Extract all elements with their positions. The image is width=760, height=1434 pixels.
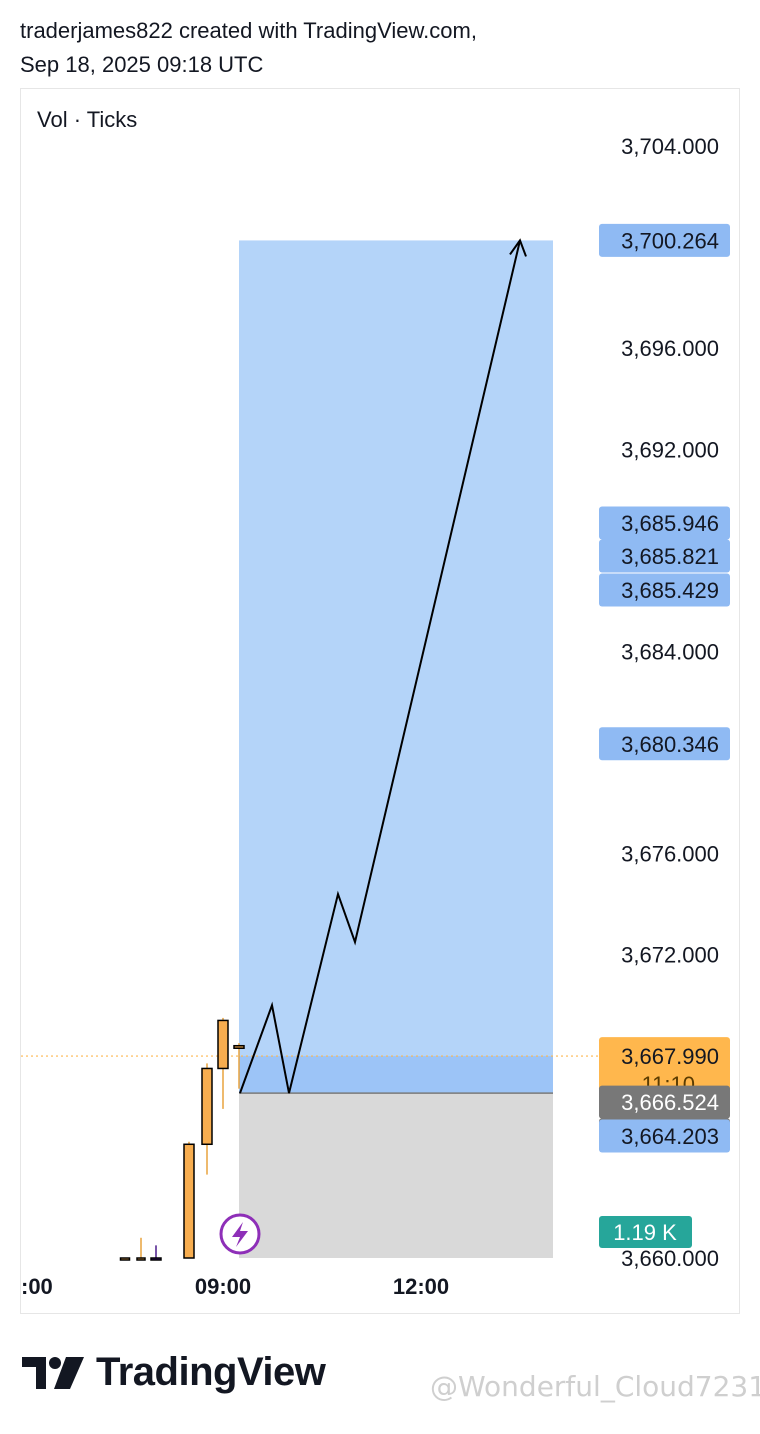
y-tick-label: 3,676.000 <box>621 842 719 867</box>
price-label <box>599 1119 730 1153</box>
watermark: @Wonderful_Cloud7231 <box>430 1370 760 1403</box>
chart-panel[interactable]: Vol · Ticks :00 09:00 12:00 3,704.000 3,696.0… <box>20 88 740 1314</box>
current-price-text: 3,667.990 <box>621 1044 719 1069</box>
tradingview-footer[interactable]: TradingView <box>22 1350 326 1395</box>
chart-legend: Vol · Ticks <box>37 107 137 132</box>
price-label <box>599 727 730 761</box>
projection-path <box>239 240 521 1094</box>
author-line: traderjames822 created with TradingView.… <box>20 18 477 43</box>
chart-header: traderjames822 created with TradingView.… <box>20 14 477 82</box>
price-label-text: 3,685.429 <box>621 578 719 603</box>
price-label <box>599 506 730 540</box>
candle-body <box>233 1044 245 1049</box>
lightning-bolt <box>232 1222 248 1247</box>
volume-label <box>599 1216 692 1248</box>
price-label <box>599 573 730 607</box>
x-tick-label: 09:00 <box>195 1274 251 1299</box>
y-tick-label: 3,672.000 <box>621 943 719 968</box>
price-label-text: 3,664.203 <box>621 1124 719 1149</box>
projection-arrowhead <box>509 238 527 257</box>
target-zone <box>239 240 553 1094</box>
price-label-text: 3,685.821 <box>621 544 719 569</box>
candle-body <box>136 1257 146 1261</box>
price-label <box>599 223 730 257</box>
candle-body <box>217 1019 229 1070</box>
y-tick-label: 3,704.000 <box>621 134 719 159</box>
price-label-text: 3,685.946 <box>621 511 719 536</box>
x-tick-label: 12:00 <box>393 1274 449 1299</box>
price-label <box>599 539 730 573</box>
price-label-text: 3,680.346 <box>621 732 719 757</box>
price-label <box>599 1085 730 1119</box>
candle-body <box>150 1257 162 1261</box>
y-tick-label: 3,692.000 <box>621 437 719 462</box>
tradingview-logo-icon <box>22 1356 84 1389</box>
y-tick-label: 3,660.000 <box>621 1246 719 1271</box>
price-label-text: 3,666.524 <box>621 1090 719 1115</box>
candle-body <box>183 1143 195 1259</box>
candle-body <box>201 1067 213 1146</box>
candle-body <box>119 1257 131 1261</box>
tradingview-brand: TradingView <box>96 1350 326 1394</box>
y-tick-label: 3,684.000 <box>621 639 719 664</box>
x-tick-label: :00 <box>21 1274 53 1299</box>
lightning-icon <box>219 1213 261 1255</box>
date-line: Sep 18, 2025 09:18 UTC <box>20 52 264 77</box>
price-chart[interactable]: Vol · Ticks :00 09:00 12:00 3,704.000 3,696.0… <box>21 89 739 1313</box>
stop-zone <box>239 1093 553 1258</box>
volume-label-text: 1.19 K <box>613 1220 677 1245</box>
y-tick-label: 3,696.000 <box>621 336 719 361</box>
price-label-text: 3,700.264 <box>621 228 719 253</box>
current-price-label <box>599 1037 730 1100</box>
